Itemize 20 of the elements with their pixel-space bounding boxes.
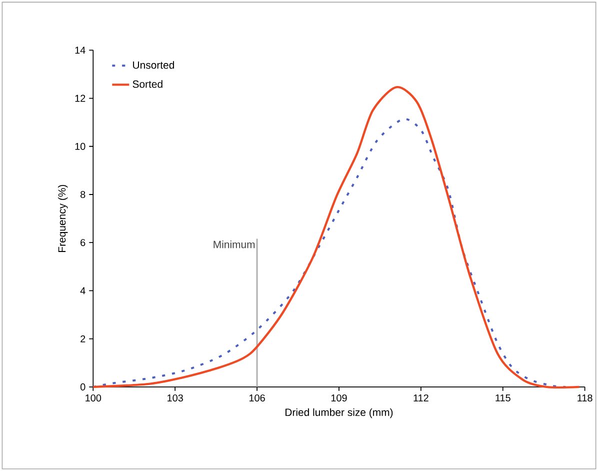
x-tick-label: 106 — [249, 394, 265, 402]
x-tick-label: 100 — [86, 394, 102, 402]
legend-label: Sorted — [132, 80, 162, 88]
y-tick-label: 4 — [80, 287, 86, 294]
y-tick-label: 14 — [75, 46, 86, 54]
y-tick-label: 8 — [80, 190, 86, 198]
x-tick-label: 103 — [168, 394, 183, 402]
legend-label: Unsorted — [133, 61, 174, 69]
x-axis-title: Dried lumber size (mm) — [286, 408, 393, 418]
y-axis-title: Frequency (%) — [58, 184, 68, 252]
y-tick-label: 0 — [80, 383, 86, 390]
x-tick-label: 115 — [496, 394, 510, 402]
y-tick-label: 12 — [75, 94, 86, 102]
x-tick-label: 112 — [414, 394, 428, 402]
x-tick-label: 109 — [331, 394, 347, 402]
y-tick-label: 6 — [80, 239, 86, 246]
y-tick-label: 2 — [80, 335, 86, 342]
x-tick-label: 118 — [578, 394, 592, 402]
y-tick-label: 10 — [75, 142, 86, 150]
ref-line-label: Minimum — [214, 240, 255, 248]
